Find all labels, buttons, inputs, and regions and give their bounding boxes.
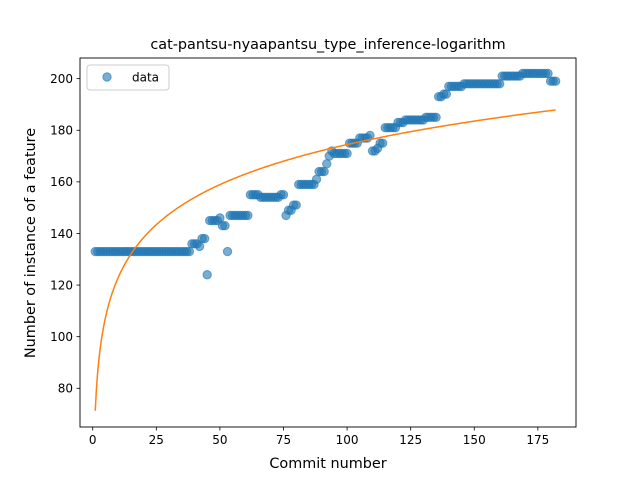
fit-line [94,109,556,411]
y-tick-label: 140 [50,227,73,241]
data-point [222,246,233,257]
chart-title: cat-pantsu-nyaapantsu_type_inference-log… [150,37,505,53]
x-axis: 0 25 50 75 100 125 150 175 [89,427,549,447]
y-tick-label: 160 [50,175,73,189]
data-point [550,76,561,86]
data-point [322,159,332,169]
y-tick-label: 120 [50,278,73,292]
data-point [311,174,322,184]
x-tick-label: 100 [336,433,359,447]
y-axis-label: Number of instance of a feature [23,128,39,358]
data-point [184,246,195,257]
y-tick-label: 200 [50,72,73,86]
data-point [319,166,329,177]
data-point [342,148,352,159]
x-tick-label: 0 [89,433,97,447]
data-point [278,190,289,200]
data-point [377,138,388,148]
y-tick-label: 100 [50,330,73,344]
legend: data [86,64,170,91]
data-point [202,270,212,280]
data-point [194,241,205,252]
data-point [243,210,253,221]
x-tick-label: 125 [399,433,422,447]
y-tick-label: 180 [50,124,73,138]
data-point [291,200,301,210]
data-point [199,233,210,244]
axes-frame [79,57,577,428]
y-tick-label: 80 [58,382,73,396]
data-point [215,213,225,223]
x-tick-label: 150 [463,433,486,447]
data-point [494,79,505,89]
x-tick-label: 75 [276,433,291,447]
legend-marker-data [102,72,112,82]
data-point [441,89,451,99]
data-point [543,68,553,79]
x-tick-label: 175 [526,433,549,447]
x-tick-label: 50 [212,433,227,447]
data-point [431,112,441,123]
legend-label-data: data [132,71,159,85]
plot-area [90,68,561,411]
x-axis-label: Commit number [269,456,386,472]
x-tick-label: 25 [149,433,164,447]
data-point [220,221,230,231]
legend-box [86,64,170,91]
y-axis: 80 100 120 140 160 180 200 [50,72,80,396]
